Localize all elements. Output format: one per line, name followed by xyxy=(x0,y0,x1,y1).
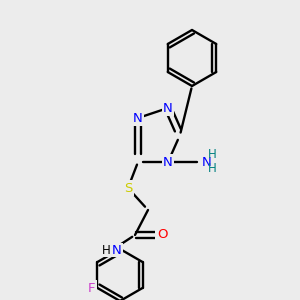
Text: H: H xyxy=(208,148,216,161)
Text: F: F xyxy=(88,281,95,295)
Text: H: H xyxy=(208,163,216,176)
Text: N: N xyxy=(133,112,143,124)
Text: H: H xyxy=(102,244,110,256)
Text: N: N xyxy=(163,155,173,169)
Text: O: O xyxy=(157,229,167,242)
Text: N: N xyxy=(163,101,173,115)
Text: N: N xyxy=(202,155,212,169)
Text: S: S xyxy=(124,182,132,194)
Text: N: N xyxy=(112,244,122,256)
